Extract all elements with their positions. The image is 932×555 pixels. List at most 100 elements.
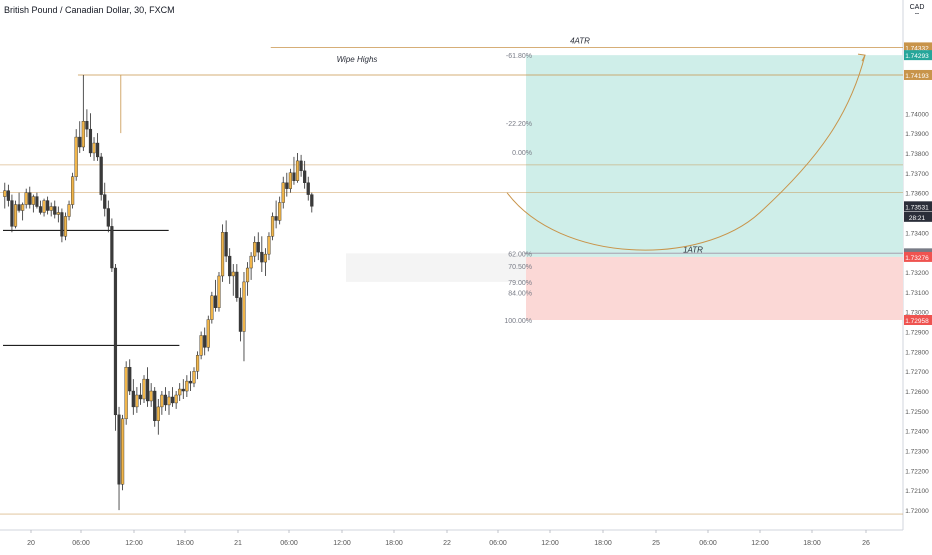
candle xyxy=(199,331,203,360)
price-tick-label: 1.73200 xyxy=(905,270,929,277)
candle-body xyxy=(10,200,14,227)
candle-body xyxy=(85,121,89,130)
candle-body xyxy=(306,182,310,195)
candle-body xyxy=(288,172,292,189)
candle-body xyxy=(170,396,175,404)
candle xyxy=(3,182,7,209)
candle-body xyxy=(274,216,278,221)
candle-body xyxy=(217,275,221,308)
time-tick-label: 12:00 xyxy=(125,540,143,547)
price-badge-label: 28:21 xyxy=(909,215,926,222)
candle-body xyxy=(103,194,107,209)
candle xyxy=(85,109,89,138)
candle xyxy=(174,391,178,409)
target-zone xyxy=(526,55,903,257)
candle-body xyxy=(224,232,228,257)
candle-body xyxy=(192,370,196,384)
candle xyxy=(160,391,164,415)
time-tick-label: 18:00 xyxy=(176,540,194,547)
candle xyxy=(110,218,114,272)
projection-arrow-icon xyxy=(857,53,866,62)
price-tick-label: 1.72900 xyxy=(905,330,929,337)
candle-body xyxy=(195,355,200,372)
candle xyxy=(238,287,242,342)
candle xyxy=(10,194,14,233)
candle-body xyxy=(303,170,307,183)
price-badge-label: 1.73531 xyxy=(905,204,929,211)
candle xyxy=(99,152,103,201)
candle xyxy=(235,264,239,302)
candle xyxy=(228,248,232,284)
annotation-1atr: 1ATR xyxy=(683,245,703,254)
candle xyxy=(303,160,307,189)
candle-body xyxy=(124,367,128,420)
candle xyxy=(81,74,85,151)
price-tick-label: 1.72100 xyxy=(905,488,929,495)
candle-body xyxy=(142,378,146,400)
candle xyxy=(206,315,210,352)
candle-body xyxy=(3,190,7,197)
currency-badge: CAD ╌ xyxy=(906,4,928,18)
currency-label: CAD xyxy=(909,4,925,11)
candle-body xyxy=(203,335,207,348)
candle-body xyxy=(63,216,68,237)
candle xyxy=(71,172,75,209)
candle xyxy=(210,291,214,324)
candle xyxy=(270,212,275,241)
fib-band xyxy=(346,253,526,282)
candle-body xyxy=(110,226,114,269)
annotation-wipe-highs: Wipe Highs xyxy=(337,55,378,64)
candle xyxy=(185,375,189,397)
candle-body xyxy=(81,121,85,148)
candle-body xyxy=(138,394,143,400)
candle-body xyxy=(106,208,110,227)
candle xyxy=(78,121,82,153)
candle xyxy=(217,271,221,312)
price-tick-label: 1.74000 xyxy=(905,111,929,118)
candle-body xyxy=(71,176,75,205)
candle xyxy=(128,359,132,396)
candle-body xyxy=(210,295,214,320)
price-tick-label: 1.73400 xyxy=(905,230,929,237)
candle-body xyxy=(153,390,157,421)
candle xyxy=(124,361,128,425)
candle-body xyxy=(42,200,46,213)
candle-body xyxy=(113,267,118,416)
candle xyxy=(299,154,303,177)
candle xyxy=(131,379,135,415)
candle xyxy=(285,172,289,197)
candle xyxy=(24,188,28,209)
candle xyxy=(253,236,257,263)
time-tick-label: 12:00 xyxy=(541,540,559,547)
candle-body xyxy=(281,182,285,203)
price-tick-label: 1.72400 xyxy=(905,429,929,436)
candle-body xyxy=(228,255,232,277)
candle-body xyxy=(267,236,271,255)
candle xyxy=(21,202,25,221)
candle-body xyxy=(188,380,193,384)
candle-body xyxy=(53,206,57,215)
candle-body xyxy=(256,242,260,253)
candle-body xyxy=(128,367,132,392)
candle-body xyxy=(178,388,182,396)
candle xyxy=(67,200,71,221)
candle-body xyxy=(78,136,82,148)
candle xyxy=(213,279,217,312)
candle-body xyxy=(21,204,25,211)
time-tick-label: 06:00 xyxy=(280,540,298,547)
price-badge-label: 1.74293 xyxy=(905,53,929,60)
candle-body xyxy=(213,295,217,308)
candle-body xyxy=(6,190,10,201)
candle-body xyxy=(220,232,225,277)
price-tick-label: 1.72800 xyxy=(905,349,929,356)
candle-body xyxy=(17,204,21,211)
candle-body xyxy=(149,390,153,402)
time-tick-label: 06:00 xyxy=(699,540,717,547)
candle xyxy=(92,137,96,161)
time-tick-label: 20 xyxy=(27,540,35,547)
candle xyxy=(106,200,110,233)
candle-body xyxy=(199,335,203,356)
time-tick-label: 22 xyxy=(443,540,451,547)
